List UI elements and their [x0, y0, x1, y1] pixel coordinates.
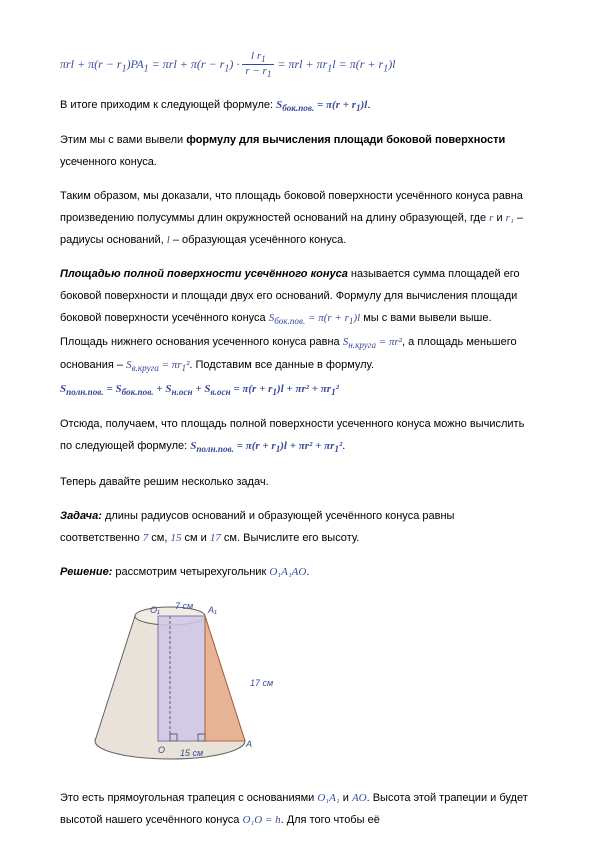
para-tasks: Теперь давайте решим несколько задач.	[60, 471, 535, 493]
label-task: Задача:	[60, 510, 102, 522]
text: .	[306, 566, 309, 578]
para-solution: Решение: рассмотрим четырехугольник O₁A₁…	[60, 561, 535, 583]
eq: O₁O = h	[242, 814, 280, 826]
para-full-area: Площадью полной поверхности усечённого к…	[60, 263, 535, 401]
seg: O₁A₁	[317, 792, 339, 804]
text: . Подставим все данные в формулу.	[189, 359, 374, 371]
triangle	[205, 616, 245, 741]
text: .	[367, 99, 370, 111]
para-hence: Отсюда, получаем, что площадь полной пов…	[60, 413, 535, 459]
text: Это есть прямоугольная трапеция с основа…	[60, 792, 317, 804]
text: рассмотрим четырехугольник	[112, 566, 269, 578]
cone-svg: 7 см 17 см 15 см O₁ A₁ O A	[80, 591, 300, 771]
cone-diagram: 7 см 17 см 15 см O₁ A₁ O A	[80, 591, 535, 779]
text: см и	[181, 532, 209, 544]
label-7cm: 7 см	[175, 601, 193, 611]
label-solution: Решение:	[60, 566, 112, 578]
formula: Sбок.пов. = π(r + r1)l	[269, 312, 360, 324]
val: 15	[170, 532, 181, 544]
text: усеченного конуса.	[60, 156, 157, 168]
label-O1: O₁	[150, 605, 160, 615]
text: Таким образом, мы доказали, что площадь …	[60, 190, 523, 224]
var-r1: r₁	[506, 212, 514, 224]
text: В итоге приходим к следующей формуле:	[60, 99, 276, 111]
text: . Для того чтобы её	[281, 814, 380, 826]
text: см,	[148, 532, 170, 544]
label-O: O	[158, 745, 165, 755]
para-trapezoid: Это есть прямоугольная трапеция с основа…	[60, 787, 535, 831]
eq-right: = πrl + πr1l = π(r + r1)l	[277, 57, 395, 71]
text: – образующая усечённого конуса.	[170, 234, 346, 246]
val: 17	[210, 532, 221, 544]
formula-full: Sполн.пов. = Sбок.пов. + Sн.осн + Sв.осн…	[60, 383, 339, 395]
top-equation: πrl + π(r − r1)PA1 = πrl + π(r − r1) · l…	[60, 50, 535, 80]
formula-sbok: Sбок.пов. = π(r + r1)l	[276, 99, 367, 111]
label-A1: A₁	[207, 605, 217, 615]
para-result: В итоге приходим к следующей формуле: Sб…	[60, 94, 535, 118]
formula: Sн.круга = πr²	[343, 336, 402, 348]
label-15cm: 15 см	[180, 748, 203, 758]
para-derived: Этим мы с вами вывели формулу для вычисл…	[60, 129, 535, 173]
label-17cm: 17 см	[250, 678, 273, 688]
text: и	[493, 212, 505, 224]
eq-left: πrl + π(r − r1)PA1 = πrl + π(r − r1) ·	[60, 57, 242, 71]
seg: AO	[352, 792, 367, 804]
trapezoid-rect	[158, 616, 205, 741]
formula: Sв.круга = πr1²	[126, 359, 189, 371]
para-task1: Задача: длины радиусов оснований и образ…	[60, 505, 535, 549]
para-explain: Таким образом, мы доказали, что площадь …	[60, 185, 535, 251]
text: см. Вычислите его высоту.	[221, 532, 359, 544]
eq-frac: l r1r − r1	[242, 50, 274, 80]
label-A: A	[245, 739, 252, 749]
text-bold: формулу для вычисления площади боковой п…	[186, 134, 505, 146]
formula: Sполн.пов. = π(r + r1)l + πr² + πr1²	[190, 440, 342, 452]
text: Этим мы с вами вывели	[60, 134, 186, 146]
text: .	[342, 440, 345, 452]
quad-name: O₁A₁AO	[269, 566, 306, 578]
heading-inline: Площадью полной поверхности усечённого к…	[60, 268, 348, 280]
text: и	[340, 792, 352, 804]
